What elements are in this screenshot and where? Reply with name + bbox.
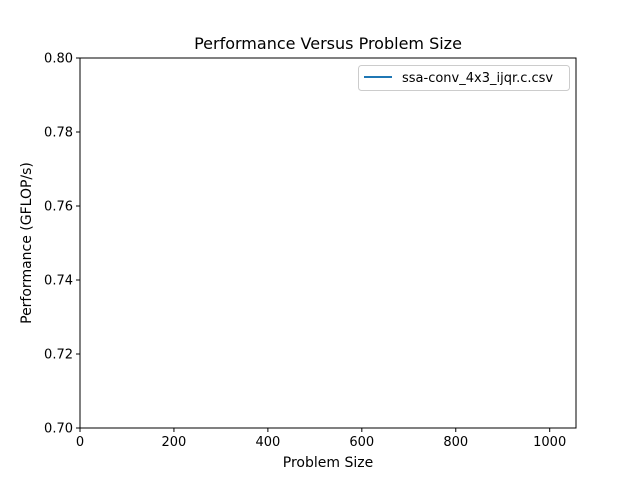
y-tick-label: 0.80 — [44, 52, 73, 67]
x-tick-label: 800 — [443, 435, 468, 450]
x-tick-label: 0 — [76, 435, 84, 450]
plot-area — [80, 58, 576, 428]
y-tick-label: 0.72 — [44, 348, 73, 363]
y-tick-label: 0.70 — [44, 422, 73, 437]
x-axis-label: Problem Size — [283, 455, 373, 471]
legend-label: ssa-conv_4x3_ijqr.c.csv — [402, 71, 553, 86]
legend-box — [358, 65, 570, 91]
y-axis-ticks: 0.70 0.72 0.74 0.76 0.78 0.80 — [44, 52, 80, 437]
x-tick-label: 1000 — [533, 435, 566, 450]
chart-title: Performance Versus Problem Size — [194, 34, 462, 53]
x-tick-label: 200 — [162, 435, 187, 450]
x-tick-label: 600 — [349, 435, 374, 450]
y-tick-label: 0.74 — [44, 274, 73, 289]
plot-frame — [79, 57, 577, 429]
y-tick-label: 0.76 — [44, 200, 73, 215]
x-tick-label: 400 — [255, 435, 280, 450]
y-axis-label: Performance (GFLOP/s) — [19, 162, 35, 324]
x-axis-ticks: 0 200 400 600 800 1000 — [76, 428, 566, 450]
legend: ssa-conv_4x3_ijqr.c.csv — [358, 65, 570, 91]
y-tick-label: 0.78 — [44, 126, 73, 141]
